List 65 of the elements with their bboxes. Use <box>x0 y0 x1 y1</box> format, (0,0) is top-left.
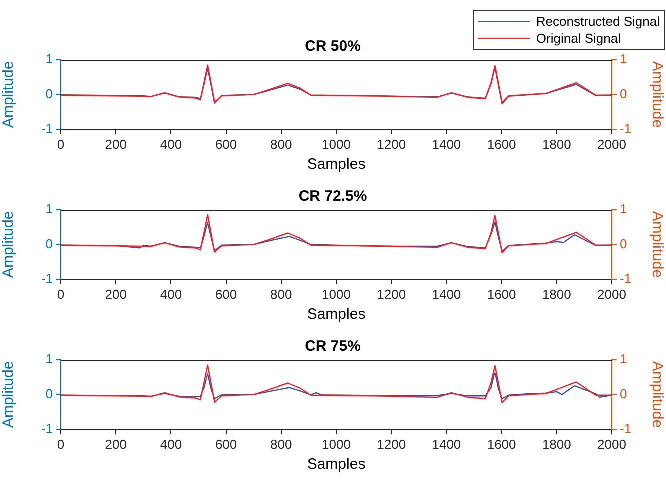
x-tick-label: 1600 <box>487 436 516 452</box>
x-tick-label: 2000 <box>598 286 626 302</box>
y-axis-title: Amplitude <box>0 61 18 128</box>
y-tick-label: -1 <box>41 420 53 436</box>
x-tick-label: 0 <box>57 136 65 152</box>
y2-tick-label: 0 <box>620 86 628 102</box>
x-tick-label: 1000 <box>322 136 351 152</box>
x-tick-label: 400 <box>160 286 182 302</box>
x-tick-label: 0 <box>57 436 65 452</box>
y-tick-label: 0 <box>46 386 53 402</box>
chart-title: CR 75% <box>305 338 361 356</box>
y-tick-label: 1 <box>46 52 53 67</box>
x-tick-label: 2000 <box>598 436 626 452</box>
x-tick-label: 1400 <box>432 286 462 302</box>
y2-tick-label: 1 <box>620 202 628 217</box>
y-tick-label: 1 <box>46 202 53 217</box>
legend-label: Original Signal <box>536 31 621 46</box>
x-tick-label: 1400 <box>432 436 462 452</box>
chart-title: CR 50% <box>305 38 361 56</box>
x-axis-title: Samples <box>307 306 366 324</box>
x-tick-label: 0 <box>57 286 65 302</box>
y-tick-label: -1 <box>41 120 53 136</box>
x-tick-label: 1800 <box>542 136 572 152</box>
x-tick-label: 400 <box>160 436 182 452</box>
x-tick-label: 1000 <box>322 436 351 452</box>
x-tick-label: 200 <box>105 286 127 302</box>
x-tick-label: 1400 <box>432 136 462 152</box>
y-tick-label: 0 <box>46 236 53 252</box>
x-tick-label: 1200 <box>377 436 406 452</box>
y2-axis-title: Amplitude <box>648 61 666 128</box>
y-axis-title: Amplitude <box>0 211 18 278</box>
x-tick-label: 1600 <box>487 286 516 302</box>
x-tick-label: 1600 <box>487 136 516 152</box>
y-tick-label: 1 <box>46 352 53 367</box>
x-tick-label: 800 <box>270 286 292 302</box>
y2-axis-title: Amplitude <box>648 361 666 428</box>
x-tick-label: 200 <box>105 136 127 152</box>
x-tick-label: 600 <box>215 136 238 152</box>
y2-tick-label: 0 <box>620 236 628 252</box>
y2-axis-title: Amplitude <box>648 211 666 278</box>
y2-tick-label: 1 <box>620 52 628 67</box>
x-tick-label: 1200 <box>377 286 406 302</box>
y2-tick-label: -1 <box>620 420 632 436</box>
x-axis-title: Samples <box>307 456 366 474</box>
y2-tick-label: 0 <box>620 386 628 402</box>
x-tick-label: 1800 <box>542 436 572 452</box>
x-tick-label: 800 <box>270 436 292 452</box>
x-tick-label: 600 <box>215 436 238 452</box>
x-tick-label: 400 <box>160 136 182 152</box>
x-tick-label: 1200 <box>377 136 406 152</box>
x-tick-label: 200 <box>105 436 127 452</box>
y-tick-label: -1 <box>41 270 53 286</box>
y-axis-title: Amplitude <box>0 361 18 428</box>
x-tick-label: 800 <box>270 136 292 152</box>
x-tick-label: 600 <box>215 286 238 302</box>
chart-title: CR 72.5% <box>298 188 368 206</box>
y-tick-label: 0 <box>46 86 53 102</box>
x-tick-label: 1000 <box>322 286 351 302</box>
y2-tick-label: -1 <box>620 270 632 286</box>
x-axis-title: Samples <box>307 156 366 174</box>
x-tick-label: 1800 <box>542 286 572 302</box>
legend-label: Reconstructed Signal <box>536 14 660 29</box>
x-tick-label: 2000 <box>598 136 626 152</box>
y2-tick-label: -1 <box>620 120 632 136</box>
y2-tick-label: 1 <box>620 352 628 367</box>
